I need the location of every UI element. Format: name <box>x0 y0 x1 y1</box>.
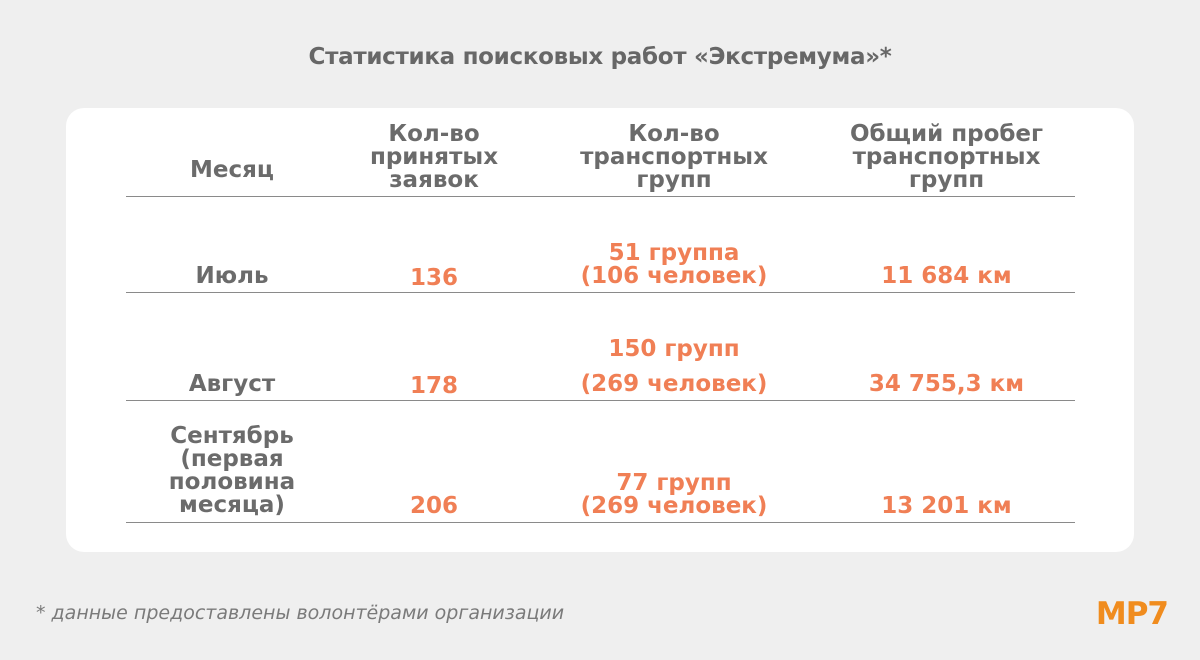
header-groups: Кол-во транспортных групп <box>530 120 818 196</box>
groups-cell: 150 групп (269 человек) <box>530 293 818 400</box>
month-label: (первая половина <box>168 446 296 495</box>
month-cell: Сентябрь (первая половина месяца) <box>126 401 338 522</box>
page-title: Статистика поисковых работ «Экстремума»* <box>308 44 892 70</box>
people-value: (269 человек) <box>580 493 768 519</box>
table-header-row: Месяц Кол-во принятых заявок Кол-во тран… <box>126 120 1075 197</box>
mileage-value: 34 755,3 км <box>868 371 1025 397</box>
mileage-value: 13 201 км <box>881 493 1012 519</box>
header-requests-line: заявок <box>389 167 479 193</box>
requests-value: 206 <box>409 493 458 519</box>
requests-cell: 178 <box>338 293 530 400</box>
table-row: Август 178 150 групп (269 человек) 34 75… <box>126 293 1075 401</box>
statistics-card: Месяц Кол-во принятых заявок Кол-во тран… <box>66 108 1134 552</box>
month-cell: Июль <box>126 197 338 292</box>
header-mileage-line: транспортных <box>852 144 1041 170</box>
header-groups-line: транспортных <box>580 144 768 170</box>
month-cell: Август <box>126 293 338 400</box>
header-requests-line: Кол-во <box>388 121 480 147</box>
requests-value: 136 <box>409 265 458 291</box>
month-label: Июль <box>195 263 269 289</box>
mileage-cell: 13 201 км <box>818 401 1075 522</box>
requests-value: 178 <box>409 373 458 399</box>
footnote: * данные предоставлены волонтёрами орган… <box>36 602 565 624</box>
groups-value: 77 групп <box>616 470 732 496</box>
requests-cell: 136 <box>338 197 530 292</box>
groups-cell: 51 группа (106 человек) <box>530 197 818 292</box>
header-requests: Кол-во принятых заявок <box>338 120 530 196</box>
header-requests-line: принятых <box>369 144 499 170</box>
mp7-logo: МР7 <box>1095 596 1169 632</box>
month-label: Август <box>188 371 276 397</box>
groups-value: 51 группа <box>608 240 740 266</box>
header-mileage-line: групп <box>908 167 985 193</box>
people-value: (106 человек) <box>580 263 768 289</box>
mileage-cell: 34 755,3 км <box>818 293 1075 400</box>
mileage-value: 11 684 км <box>881 263 1012 289</box>
table-row: Июль 136 51 группа (106 человек) 11 684 … <box>126 197 1075 293</box>
requests-cell: 206 <box>338 401 530 522</box>
groups-cell: 77 групп (269 человек) <box>530 401 818 522</box>
month-label: месяца) <box>179 492 285 518</box>
header-month-line: Месяц <box>190 157 274 183</box>
month-label: Сентябрь <box>170 423 294 449</box>
people-value: (269 человек) <box>580 371 768 397</box>
header-groups-line: Кол-во <box>628 121 720 147</box>
header-groups-line: групп <box>636 167 712 193</box>
table-row: Сентябрь (первая половина месяца) 206 77… <box>126 401 1075 523</box>
groups-value: 150 групп <box>608 336 740 362</box>
mileage-cell: 11 684 км <box>818 197 1075 292</box>
header-month: Месяц <box>126 120 338 196</box>
statistics-table: Месяц Кол-во принятых заявок Кол-во тран… <box>126 120 1075 523</box>
header-mileage: Общий пробег транспортных групп <box>818 120 1075 196</box>
header-mileage-line: Общий пробег <box>849 121 1044 147</box>
